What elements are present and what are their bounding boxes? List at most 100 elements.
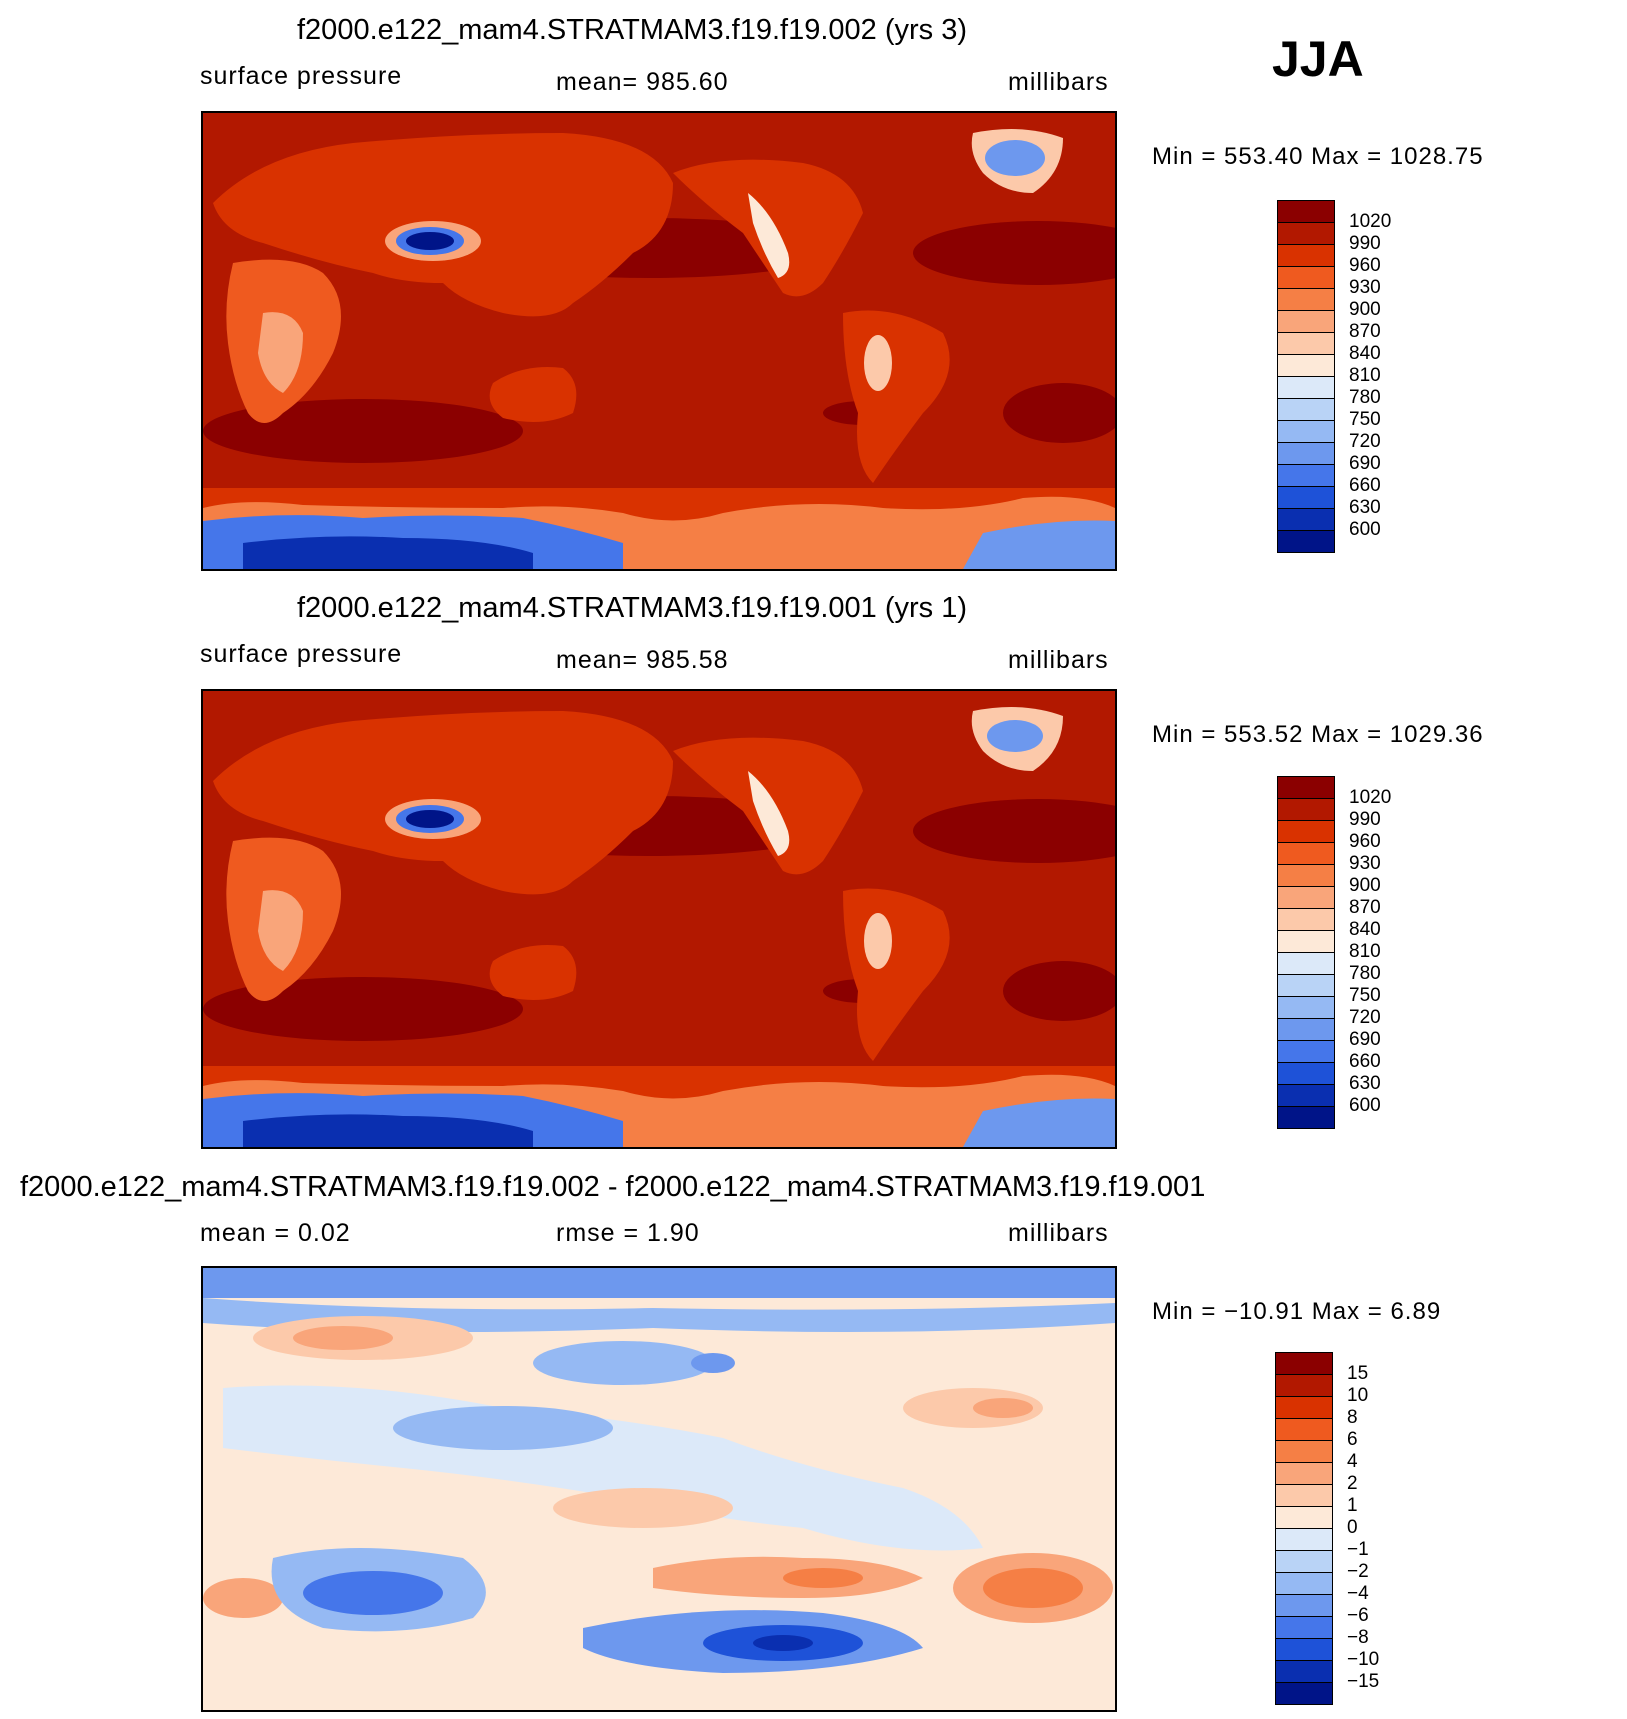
colorbar-tick-label: 930 (1349, 277, 1381, 298)
panel-2-map-field (203, 691, 1115, 1147)
colorbar-swatch (1275, 1440, 1333, 1463)
colorbar-tick-label: 810 (1349, 365, 1381, 386)
colorbar-tick-label: 960 (1349, 831, 1381, 852)
colorbar-swatch (1277, 486, 1335, 509)
colorbar-swatch (1277, 886, 1335, 909)
colorbar-swatch (1277, 442, 1335, 465)
colorbar-swatch (1275, 1660, 1333, 1683)
panel-1-mean-label: mean= 985.60 (556, 68, 729, 96)
colorbar-tick-label: 660 (1349, 1051, 1381, 1072)
colorbar-tick-label: 990 (1349, 233, 1381, 254)
colorbar-tick-label: −6 (1347, 1605, 1369, 1626)
colorbar-swatch (1277, 354, 1335, 377)
panel-3-map-field (203, 1268, 1115, 1710)
panel-3-mean-label: mean = 0.02 (200, 1219, 351, 1247)
panel-1-colorbar: 1020 990 960 930 900 870 840 810 780 750… (1277, 200, 1397, 562)
colorbar-tick-label: 930 (1349, 853, 1381, 874)
colorbar-swatch (1275, 1550, 1333, 1573)
colorbar-swatch (1277, 798, 1335, 821)
colorbar-tick-label: 600 (1349, 1095, 1381, 1116)
season-label: JJA (1272, 31, 1364, 87)
panel-3-minmax: Min = −10.91 Max = 6.89 (1152, 1298, 1442, 1325)
panel-1-minmax: Min = 553.40 Max = 1028.75 (1152, 143, 1484, 170)
colorbar-tick-label: 840 (1349, 919, 1381, 940)
colorbar-tick-label: 750 (1349, 985, 1381, 1006)
colorbar-swatch (1277, 420, 1335, 443)
panel-1-variable-label: surface pressure (200, 62, 403, 90)
panel-1-units-label: millibars (1008, 68, 1109, 96)
colorbar-tick-label: 720 (1349, 1007, 1381, 1028)
colorbar-tick-label: 870 (1349, 321, 1381, 342)
colorbar-swatch (1277, 1106, 1335, 1129)
panel-3-title: f2000.e122_mam4.STRATMAM3.f19.f19.002 - … (20, 1171, 1206, 1203)
colorbar-swatch (1275, 1352, 1333, 1375)
colorbar-swatch (1277, 508, 1335, 531)
colorbar-swatch (1275, 1594, 1333, 1617)
colorbar-tick-label: 990 (1349, 809, 1381, 830)
colorbar-tick-label: 600 (1349, 519, 1381, 540)
colorbar-swatch (1275, 1572, 1333, 1595)
colorbar-tick-label: 690 (1349, 1029, 1381, 1050)
panel-1-title: f2000.e122_mam4.STRATMAM3.f19.f19.002 (y… (297, 14, 967, 46)
colorbar-swatch (1277, 996, 1335, 1019)
panel-3-rmse-label: rmse = 1.90 (556, 1219, 700, 1247)
colorbar-swatch (1277, 864, 1335, 887)
colorbar-swatch (1277, 530, 1335, 553)
colorbar-tick-label: 750 (1349, 409, 1381, 430)
colorbar-swatch (1275, 1506, 1333, 1529)
colorbar-swatch (1277, 1062, 1335, 1085)
colorbar-tick-label: −4 (1347, 1583, 1369, 1604)
colorbar-tick-label: 6 (1347, 1429, 1358, 1450)
panel-3-units-label: millibars (1008, 1219, 1109, 1247)
panel-2-map (201, 689, 1117, 1149)
colorbar-tick-label: 840 (1349, 343, 1381, 364)
colorbar-swatch (1277, 776, 1335, 799)
colorbar-tick-label: 960 (1349, 255, 1381, 276)
colorbar-tick-label: 1020 (1349, 787, 1392, 808)
colorbar-swatch (1277, 288, 1335, 311)
colorbar-tick-label: −1 (1347, 1539, 1369, 1560)
panel-2-minmax: Min = 553.52 Max = 1029.36 (1152, 721, 1484, 748)
colorbar-tick-label: 780 (1349, 387, 1381, 408)
colorbar-tick-label: −8 (1347, 1627, 1369, 1648)
colorbar-tick-label: 10 (1347, 1385, 1369, 1406)
colorbar-swatch (1277, 974, 1335, 997)
colorbar-swatch (1277, 398, 1335, 421)
colorbar-swatch (1277, 1084, 1335, 1107)
colorbar-tick-label: 810 (1349, 941, 1381, 962)
panel-1-map (201, 111, 1117, 571)
colorbar-tick-label: 660 (1349, 475, 1381, 496)
colorbar-swatch (1275, 1374, 1333, 1397)
colorbar-tick-label: 870 (1349, 897, 1381, 918)
panel-2-mean-label: mean= 985.58 (556, 646, 729, 674)
colorbar-swatch (1277, 222, 1335, 245)
colorbar-tick-label: 900 (1349, 299, 1381, 320)
colorbar-swatch (1277, 908, 1335, 931)
panel-2-units-label: millibars (1008, 646, 1109, 674)
colorbar-swatch (1277, 820, 1335, 843)
panel-2-variable-label: surface pressure (200, 640, 403, 668)
colorbar-swatch (1275, 1484, 1333, 1507)
colorbar-swatch (1277, 332, 1335, 355)
colorbar-tick-label: 690 (1349, 453, 1381, 474)
colorbar-swatch (1277, 1018, 1335, 1041)
colorbar-tick-label: 1 (1347, 1495, 1358, 1516)
colorbar-tick-label: 4 (1347, 1451, 1358, 1472)
colorbar-swatch (1277, 310, 1335, 333)
colorbar-tick-label: 8 (1347, 1407, 1358, 1428)
colorbar-tick-label: 2 (1347, 1473, 1358, 1494)
colorbar-tick-label: −2 (1347, 1561, 1369, 1582)
colorbar-tick-label: 1020 (1349, 211, 1392, 232)
colorbar-swatch (1275, 1682, 1333, 1705)
colorbar-swatch (1275, 1418, 1333, 1441)
colorbar-swatch (1277, 266, 1335, 289)
colorbar-swatch (1277, 842, 1335, 865)
colorbar-swatch (1277, 952, 1335, 975)
colorbar-swatch (1277, 1040, 1335, 1063)
panel-3-map (201, 1266, 1117, 1712)
colorbar-swatch (1277, 244, 1335, 267)
colorbar-swatch (1277, 376, 1335, 399)
colorbar-swatch (1275, 1462, 1333, 1485)
colorbar-swatch (1277, 200, 1335, 223)
colorbar-tick-label: 630 (1349, 497, 1381, 518)
